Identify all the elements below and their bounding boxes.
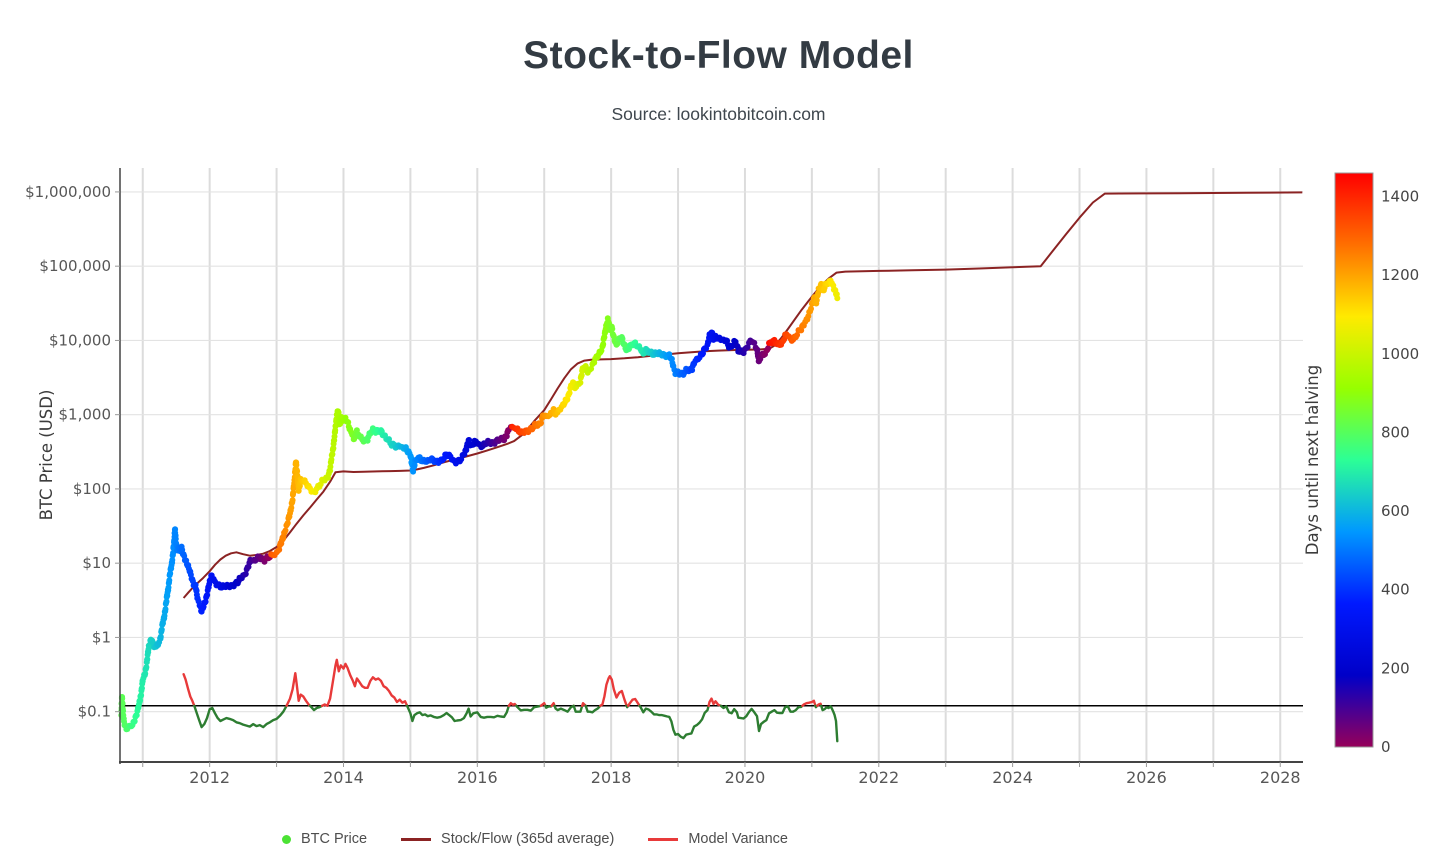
y-tick-label: $1 [92, 628, 111, 646]
x-tick-label: 2022 [858, 768, 899, 787]
colorbar-tick-label: 200 [1381, 659, 1410, 677]
axes [115, 168, 1303, 767]
colorbar-tick-label: 0 [1381, 738, 1391, 756]
legend: BTC Price Stock/Flow (365d average) Mode… [120, 829, 950, 849]
colorbar-title: Days until next halving [1303, 365, 1322, 555]
page-subtitle: Source: lookintobitcoin.com [611, 104, 826, 124]
model-variance-line [182, 658, 839, 743]
y-tick-label: $100 [73, 480, 111, 498]
x-tick-label: 2020 [725, 768, 766, 787]
colorbar-tick-label: 1200 [1381, 266, 1419, 284]
x-tick-label: 2018 [591, 768, 632, 787]
colorbar-tick-label: 400 [1381, 581, 1410, 599]
legend-item-btc-price[interactable]: BTC Price [281, 831, 368, 847]
colorbar-gradient [1334, 172, 1374, 748]
stock-flow-line-icon [401, 837, 432, 841]
legend-label-btc-price: BTC Price [300, 831, 368, 847]
btc-price-scatter [118, 277, 841, 733]
x-tick-label: 2028 [1260, 768, 1301, 787]
legend-item-model-variance[interactable]: Model Variance [648, 831, 788, 847]
x-tick-label: 2016 [457, 768, 498, 787]
x-tick-label: 2026 [1126, 768, 1167, 787]
x-tick-label: 2024 [992, 768, 1033, 787]
y-axis-title: BTC Price (USD) [37, 390, 56, 521]
legend-label-stock-flow: Stock/Flow (365d average) [441, 831, 615, 847]
y-tick-label: $100,000 [39, 257, 111, 275]
colorbar-tick-label: 800 [1381, 423, 1410, 441]
model-variance-line-icon [648, 837, 679, 841]
y-tick-label: $10 [82, 554, 111, 572]
colorbar-tick-label: 1000 [1381, 345, 1419, 363]
gridlines [120, 168, 1303, 762]
legend-label-model-variance: Model Variance [688, 831, 789, 847]
y-tick-label: $10,000 [49, 331, 111, 349]
colorbar-tick-label: 600 [1381, 502, 1410, 520]
colorbar-tick-label: 1400 [1381, 188, 1419, 206]
legend-item-stock-flow[interactable]: Stock/Flow (365d average) [401, 831, 614, 847]
btc-price-marker-icon [281, 834, 291, 844]
x-tick-label: 2012 [189, 768, 230, 787]
colorbar: 0 200 400 600 800 1000 1200 1400 Days until next… [1303, 172, 1419, 756]
tick-labels: $1,000,000 $100,000 $10,000 $1,000 $100 $10 $1… [25, 183, 1301, 787]
y-tick-label: $1,000 [59, 406, 112, 424]
y-tick-label: $1,000,000 [25, 183, 111, 201]
x-tick-label: 2014 [323, 768, 364, 787]
page-title: Stock-to-Flow Model [523, 34, 914, 77]
y-tick-label: $0.1 [78, 703, 111, 721]
